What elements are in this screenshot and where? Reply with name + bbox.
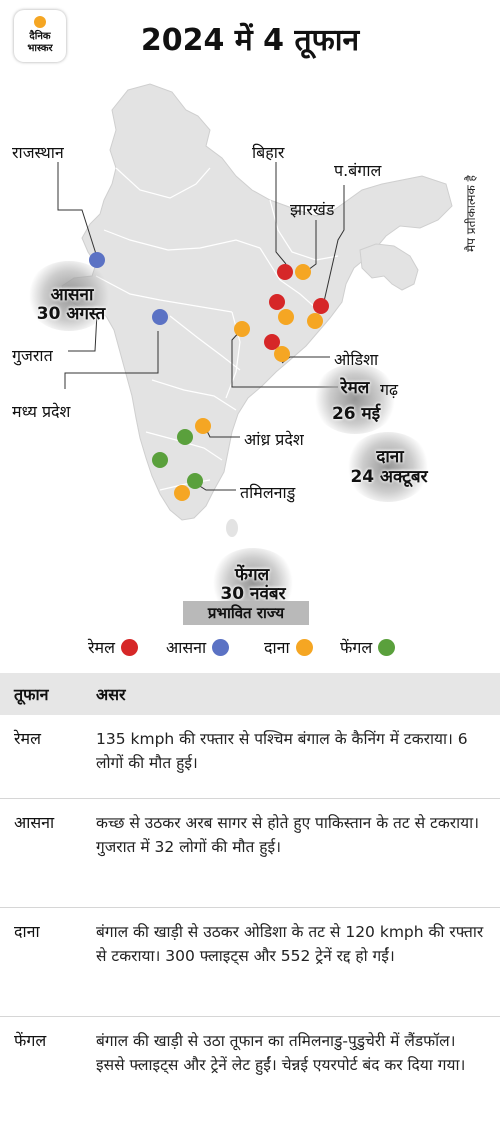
fengal-marker-dot	[187, 473, 203, 489]
dana-marker-dot	[295, 264, 311, 280]
remal-cyclone-cloud	[312, 364, 398, 434]
fengal-marker-dot	[177, 429, 193, 445]
legend-label: दाना	[264, 638, 290, 657]
remal-marker-dot	[264, 334, 280, 350]
asna-date: 30 अगस्त	[36, 304, 106, 324]
cyclone-name: रेमल	[14, 729, 41, 748]
fengal-marker-dot	[152, 452, 168, 468]
state-borders	[95, 167, 339, 491]
fengal-name: फेंगल	[234, 565, 270, 585]
remal-date: 26 मई	[331, 404, 381, 424]
dana-name: दाना	[376, 447, 404, 467]
cyclone-name: फेंगल	[14, 1031, 47, 1050]
legend-label: फेंगल	[340, 638, 373, 657]
label-gujarat: गुजरात	[12, 346, 53, 365]
legend-item-dana: दाना	[264, 636, 313, 660]
legend-label: रेमल	[88, 638, 115, 657]
cyclone-impact-table: तूफान असर रेमल 135 kmph की रफ्तार से पश्…	[0, 673, 500, 1127]
label-andhra-pradesh: आंध्र प्रदेश	[244, 430, 304, 449]
dana-marker-dot	[195, 418, 211, 434]
header: दैनिक भास्कर 2024 में 4 तूफान	[0, 0, 500, 80]
table-header: तूफान असर	[0, 673, 500, 715]
green-dot-icon	[378, 639, 396, 656]
asna-name: आसना	[50, 285, 94, 305]
label-west-bengal: प.बंगाल	[334, 161, 382, 180]
label-jharkhand: झारखंड	[290, 200, 335, 219]
remal-marker-dot	[277, 264, 293, 280]
red-dot-icon	[120, 639, 138, 656]
fengal-date: 30 नवंबर	[220, 584, 286, 604]
asna-marker-dot	[152, 309, 168, 325]
legend-label: आसना	[166, 638, 207, 657]
map-disclaimer: मैप प्रतीकात्मक है	[464, 175, 478, 252]
dana-marker-dot	[174, 485, 190, 501]
label-rajasthan: राजस्थान	[12, 143, 64, 162]
remal-marker-dot	[313, 298, 329, 314]
affected-states-label: प्रभावित राज्य	[183, 601, 309, 625]
label-chhattisgarh: गढ़	[380, 380, 399, 399]
cyclone-effect: बंगाल की खाड़ी से उठा तूफान का तमिलनाडु-…	[96, 1032, 466, 1074]
india-landmass	[61, 83, 453, 537]
cyclone-effect: कच्छ से उठकर अरब सागर से होते हुए पाकिस्…	[96, 814, 479, 856]
dana-date: 24 अक्टूबर	[350, 467, 428, 487]
table-row: रेमल 135 kmph की रफ्तार से पश्चिम बंगाल …	[0, 715, 500, 799]
legend-item-fengal: फेंगल	[340, 636, 396, 660]
label-tamil-nadu: तमिलनाडु	[240, 483, 296, 502]
orange-dot-icon	[295, 639, 313, 656]
dana-cyclone-cloud	[345, 432, 431, 502]
remal-name: रेमल	[340, 378, 370, 398]
legend-item-asna: आसना	[166, 636, 230, 660]
header-impact: असर	[96, 685, 126, 704]
asna-marker-dot	[89, 252, 105, 268]
cyclone-name: आसना	[14, 813, 55, 832]
remal-marker-dot	[269, 294, 285, 310]
cyclone-name: दाना	[14, 922, 40, 941]
dainik-bhaskar-logo: दैनिक भास्कर	[14, 10, 66, 62]
sun-icon	[34, 16, 46, 28]
label-bihar: बिहार	[252, 143, 285, 162]
dana-marker-dot	[307, 313, 323, 329]
logo-text-line2: भास्कर	[27, 43, 53, 54]
logo-text-line1: दैनिक	[29, 31, 51, 42]
header-cyclone: तूफान	[14, 685, 49, 704]
asna-cyclone-cloud	[26, 261, 112, 331]
table-row: फेंगल बंगाल की खाड़ी से उठा तूफान का तमि…	[0, 1017, 500, 1127]
dana-marker-dot	[278, 309, 294, 325]
sri-lanka-hint	[226, 519, 238, 537]
legend: रेमल आसना दाना फेंगल	[0, 636, 500, 662]
table-row: आसना कच्छ से उठकर अरब सागर से होते हुए प…	[0, 799, 500, 908]
blue-dot-icon	[212, 639, 230, 656]
label-odisha: ओडिशा	[334, 350, 379, 369]
cyclone-effect: 135 kmph की रफ्तार से पश्चिम बंगाल के कै…	[96, 730, 468, 772]
dana-marker-dot	[274, 346, 290, 362]
cyclone-effect: बंगाल की खाड़ी से उठकर ओडिशा के तट से 12…	[96, 923, 484, 965]
dana-marker-dot	[234, 321, 250, 337]
label-madhya-pradesh: मध्य प्रदेश	[12, 402, 71, 421]
legend-item-remal: रेमल	[88, 636, 138, 660]
table-row: दाना बंगाल की खाड़ी से उठकर ओडिशा के तट …	[0, 908, 500, 1017]
page-title: 2024 में 4 तूफान	[140, 23, 360, 58]
